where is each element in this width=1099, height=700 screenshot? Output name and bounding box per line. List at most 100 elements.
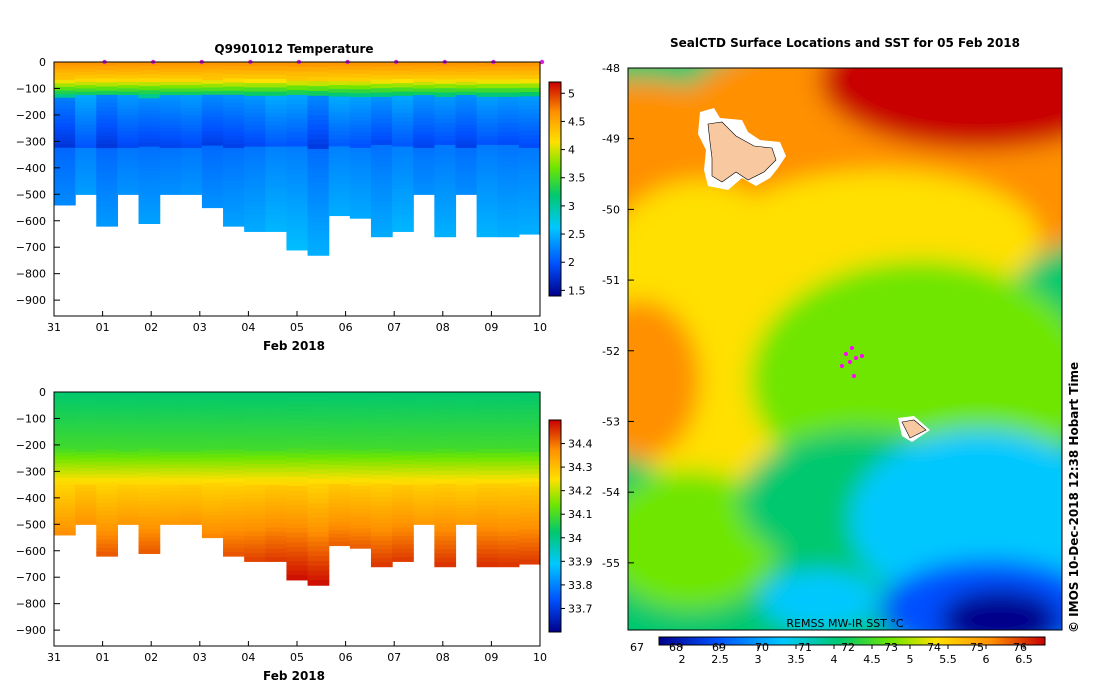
profile-cell [455,471,478,476]
profile-cell [75,415,97,420]
profile-cell [370,62,393,67]
profile-cell [476,540,499,546]
profile-cell [244,531,266,537]
profile-cell [455,157,478,162]
profile-cell [117,101,140,106]
profile-cell [117,151,140,156]
profile-cell [434,505,457,511]
profile-cell [434,444,457,450]
profile-cell [180,147,203,152]
profile-cell [159,514,182,519]
profile-cell [201,519,224,524]
profile-cell [180,75,203,80]
profile-cell [244,197,266,203]
profile-cell [223,82,245,88]
profile-cell [286,546,309,553]
profile-cell [370,83,393,89]
profile-cell [307,488,330,495]
salinity-panel: 0−100−200−300−400−500−600−700−800−900 31… [16,386,593,683]
profile-cell [434,197,457,203]
profile-cell [349,136,372,141]
profile-cell [138,436,161,442]
profile-cell [349,73,372,79]
profile-cell [349,93,372,98]
profile-cell [370,531,393,537]
profile-cell [476,426,499,432]
profile-cell [223,78,245,84]
profile-cell [286,174,309,181]
profile-cell [497,88,520,94]
profile-cell [265,540,288,545]
profile-cell [138,428,161,433]
profile-cell [286,462,309,468]
profile-cell [180,138,203,142]
profile-cell [434,118,457,124]
profile-cell [392,138,414,144]
profile-cell [265,459,288,465]
profile-cell [434,144,457,150]
profile-cell [497,166,520,172]
profile-cell [392,396,414,402]
profile-cell [370,88,393,94]
profile-cell [497,219,520,225]
profile-cell [223,193,245,198]
profile-cell [413,517,435,522]
profile-cell [307,503,330,509]
profile-cell [138,464,161,470]
profile-cell [54,76,76,81]
profile-cell [159,395,182,400]
profile-cell [370,440,393,445]
profile-cell [413,128,435,133]
profile-cell [286,495,309,501]
profile-cell [413,487,435,492]
profile-cell [159,108,182,113]
profile-cell [244,434,266,440]
profile-cell [286,151,309,157]
profile-cell [349,101,372,106]
profile-cell [328,200,351,205]
profile-cell [455,164,478,169]
sst-map-panel: SealCTD Surface Locations and SST for 05… [602,36,1081,666]
profile-cell [392,434,414,440]
profile-cell [96,523,118,528]
profile-cell [455,477,478,482]
profile-cell [286,424,309,431]
profile-cell [138,162,161,168]
profile-cell [117,131,140,136]
profile-cell [201,395,224,400]
profile-cell [434,540,457,546]
profile-cell [286,429,309,435]
profile-cell [117,108,140,113]
profile-cell [265,163,288,169]
sst-f-tick-label: 71 [798,641,812,654]
profile-cell [96,119,118,125]
profile-cell [497,105,520,111]
profile-cell [328,184,351,190]
profile-cell [54,147,76,152]
profile-cell [96,205,118,211]
profile-cell [328,177,351,182]
profile-cell [476,184,499,190]
profile-cell [138,525,161,530]
profile-cell [476,123,499,129]
profile-cell [328,111,351,117]
profile-cell [159,121,182,126]
profile-cell [117,95,140,99]
profile-cell [244,442,266,448]
profile-cell [96,135,118,141]
profile-cell [307,435,330,441]
profile-cell [201,497,224,502]
profile-cell [286,396,309,402]
profile-cell [476,149,499,155]
profile-cell [518,508,541,513]
profile-cell [223,535,245,541]
profile-cell [265,146,288,152]
profile-cell [244,540,266,545]
profile-cell [455,128,478,133]
profile-cell [244,493,266,499]
profile-cell [75,471,97,476]
profile-cell [223,449,245,455]
profile-cell [96,416,118,422]
profile-cell [96,152,118,157]
profile-cell [286,523,309,529]
